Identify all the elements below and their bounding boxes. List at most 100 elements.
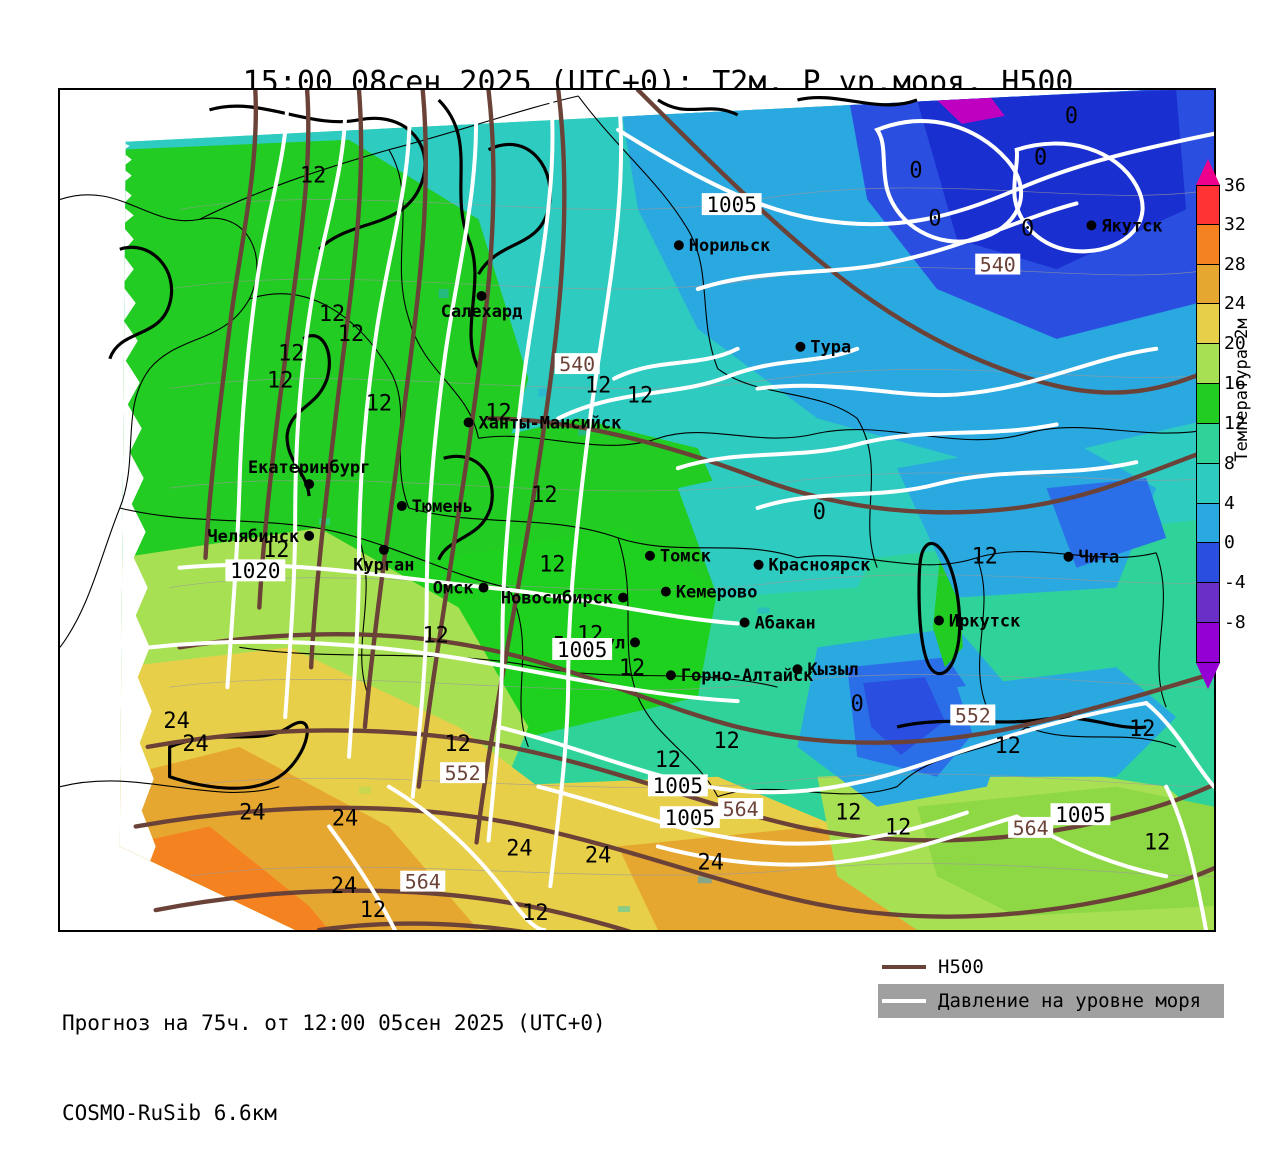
pressure-label: 1005	[659, 806, 720, 830]
legend-item-0: H500	[878, 950, 1224, 984]
pressure-label-text: 1005	[1055, 803, 1105, 827]
temperature-label: 24	[182, 732, 208, 757]
colorbar-over-arrow	[1196, 159, 1220, 185]
colorbar-tick-12: 12	[1224, 412, 1246, 434]
colorbar-band-32: 32	[1196, 214, 1246, 265]
colorbar-band-24: 24	[1196, 293, 1246, 345]
h500-label: 540	[975, 254, 1021, 277]
mslp-contours	[147, 90, 1214, 930]
colorbar-band-16: 16	[1196, 373, 1246, 424]
colorbar-tick-20: 20	[1224, 333, 1246, 355]
colorbar-tick-minus8: -8	[1224, 612, 1246, 634]
city-dot	[618, 592, 629, 603]
h500-label: 564	[400, 871, 446, 894]
colorbar-band-4: 4	[1196, 493, 1235, 544]
h500-label-text: 540	[559, 353, 595, 376]
city-name-label: Красноярск	[769, 555, 871, 575]
city-dot	[753, 559, 764, 570]
city-name-label: Челябинск	[207, 526, 299, 546]
colorbar-tick-8: 8	[1224, 452, 1235, 474]
legend-line-swatch	[882, 965, 926, 969]
city-name-label: Якутск	[1101, 215, 1162, 235]
temperature-label: 24	[585, 843, 611, 868]
pressure-label-text: 1005	[557, 638, 607, 662]
colorbar-band-minus4: -4	[1196, 572, 1246, 624]
city-dot	[1063, 551, 1074, 562]
temperature-label: 12	[263, 538, 289, 563]
city-dot	[304, 479, 315, 490]
temperature-label: 12	[338, 322, 364, 347]
temperature-label: 12	[539, 553, 565, 578]
city-dot	[795, 341, 806, 352]
city-name-label: Тюмень	[412, 496, 473, 516]
colorbar-tick-16: 16	[1224, 373, 1246, 395]
colorbar-band-36: 36	[1196, 175, 1246, 225]
legend-label: H500	[938, 956, 984, 978]
pressure-label-background	[647, 774, 708, 797]
city-dot	[933, 615, 944, 626]
temperature-label: 12	[423, 623, 449, 648]
temperature-label: 12	[655, 748, 681, 773]
legend-label: Давление на уровне моря	[938, 990, 1202, 1012]
city-name-label: Екатеринбург	[248, 457, 370, 477]
temperature-label: 12	[995, 734, 1021, 759]
city-dot	[478, 582, 489, 593]
colorbar-band-minus8: -8	[1196, 612, 1246, 663]
h500-label-text: 564	[1013, 817, 1049, 840]
colorbar-tick-0: 0	[1224, 532, 1235, 554]
footer-text: Прогноз на 75ч. от 12:00 05сен 2025 (UTC…	[62, 948, 606, 1158]
h500-label: 552	[440, 762, 486, 785]
legend-item-1: Давление на уровне моря	[878, 984, 1224, 1018]
h500-label-background	[440, 762, 486, 784]
city-name-label: Тура	[810, 337, 851, 357]
temperature-label: 24	[163, 709, 189, 734]
city-labels: Якутск Норильск Салехард Тура Ханты-Мансийск…	[207, 215, 1162, 685]
temperature-label: 24	[698, 850, 724, 875]
city-dot	[665, 670, 676, 681]
pressure-label-background	[701, 193, 762, 216]
city-name-label: Норильск	[689, 235, 771, 255]
city-dot	[1086, 220, 1097, 231]
city-name-label: Омск	[433, 578, 474, 598]
temperature-label: 24	[239, 801, 265, 826]
temperature-label: 0	[1034, 146, 1047, 171]
temperature-label: 12	[972, 545, 998, 570]
pressure-label-background	[1050, 803, 1111, 826]
city-dot	[396, 501, 407, 511]
city-name-label: Томск	[660, 546, 711, 566]
temperature-label: 12	[319, 302, 345, 327]
pressure-label-text: 1005	[653, 774, 703, 798]
pressure-label: 1005	[552, 638, 613, 662]
colorbar-tick-36: 36	[1224, 175, 1246, 196]
temperature-colorbar: 36 32 28 24 20 16 12 8 4 0 -4 -8	[1196, 159, 1246, 689]
colorbar-bands: 36 32 28 24 20 16 12 8 4 0 -4 -8	[1196, 175, 1246, 663]
temperature-label: 12	[278, 342, 304, 367]
colorbar-tick-4: 4	[1224, 492, 1235, 514]
city-dot	[739, 617, 750, 628]
colorbar-tick-28: 28	[1224, 253, 1246, 275]
h500-label-text: 540	[980, 254, 1016, 277]
city-dot	[463, 417, 474, 428]
city-name-label: Ханты-Мансийск	[479, 412, 622, 432]
forecast-line: Прогноз на 75ч. от 12:00 05сен 2025 (UTC…	[62, 1011, 606, 1035]
colorbar-band-20: 20	[1196, 333, 1246, 385]
temperature-label: 12	[627, 384, 653, 409]
temperature-label: 0	[813, 500, 826, 525]
pressure-contour-labels: 1005 1020 1005 1005 1005 1005	[225, 193, 1111, 830]
colorbar-tick-24: 24	[1224, 293, 1246, 315]
colorbar-band-8: 8	[1196, 453, 1235, 504]
city-dot	[476, 291, 487, 301]
temperature-label: 12	[522, 901, 548, 926]
city-dot	[644, 550, 655, 561]
temperature-label: 0	[1021, 216, 1034, 241]
city-dot	[673, 240, 684, 251]
temperature-label: 12	[585, 374, 611, 399]
weather-map: Якутск Норильск Салехард Тура Ханты-Мансийск…	[58, 88, 1216, 932]
temperature-label: 12	[1129, 717, 1155, 742]
temperature-label: 12	[485, 400, 511, 425]
temperature-label: 0	[909, 159, 922, 184]
colorbar-band-12: 12	[1196, 413, 1246, 464]
city-name-label: Кызыл	[807, 659, 858, 679]
temperature-label: 24	[506, 836, 532, 861]
